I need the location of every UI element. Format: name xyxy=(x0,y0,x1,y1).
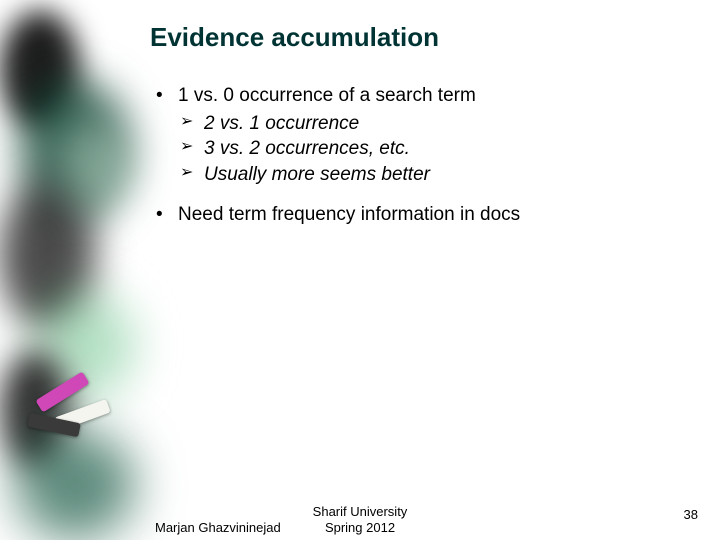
bullet-text: Need term frequency information in docs xyxy=(178,204,520,225)
footer-page-number: 38 xyxy=(684,507,698,522)
decorative-sidebar xyxy=(0,0,145,540)
bullet-item: 1 vs. 0 occurrence of a search term 2 vs… xyxy=(150,83,700,188)
footer-affiliation-line1: Sharif University xyxy=(313,504,408,519)
slide-title: Evidence accumulation xyxy=(150,22,700,53)
sub-item: 3 vs. 2 occurrences, etc. xyxy=(178,136,700,162)
sub-list: 2 vs. 1 occurrence 3 vs. 2 occurrences, … xyxy=(178,111,700,188)
bullet-text: 1 vs. 0 occurrence of a search term xyxy=(178,85,476,106)
bullet-list: 1 vs. 0 occurrence of a search term 2 vs… xyxy=(150,83,700,227)
sub-item: Usually more seems better xyxy=(178,162,700,188)
slide-footer: Marjan Ghazvininejad Sharif University S… xyxy=(0,498,720,536)
sub-item: 2 vs. 1 occurrence xyxy=(178,111,700,137)
footer-affiliation: Sharif University Spring 2012 xyxy=(0,504,720,537)
footer-affiliation-line2: Spring 2012 xyxy=(325,520,395,535)
slide-content: Evidence accumulation 1 vs. 0 occurrence… xyxy=(150,22,700,231)
smudge xyxy=(60,120,130,210)
bullet-item: Need term frequency information in docs xyxy=(150,202,700,228)
